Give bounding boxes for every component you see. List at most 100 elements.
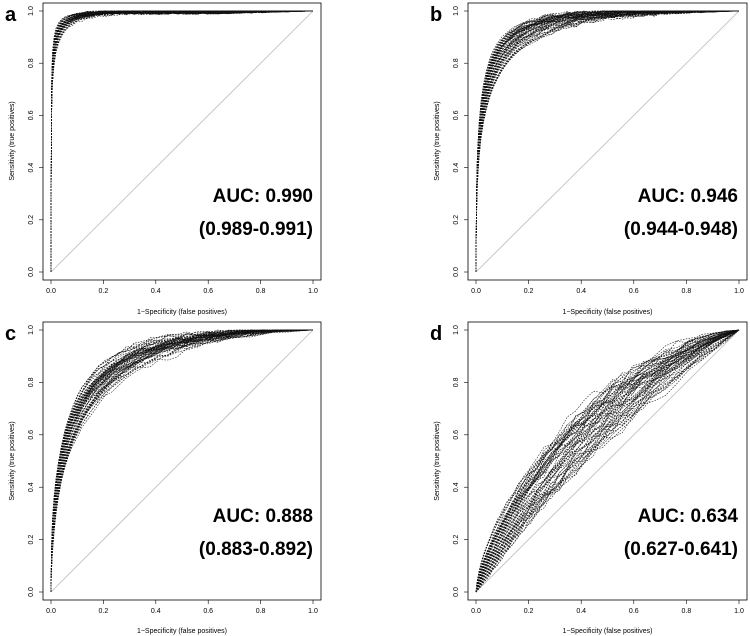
x-tick-label: 0.0 — [46, 288, 56, 295]
roc-curve — [50, 329, 314, 593]
roc-curve — [475, 329, 740, 593]
roc-curve — [50, 329, 314, 593]
auc-value-label: AUC: 0.990 — [213, 186, 313, 207]
roc-curves — [475, 10, 740, 273]
roc-curve — [475, 329, 740, 593]
x-axis-label: 1−Specificity (false positives) — [562, 309, 652, 316]
roc-curve — [50, 329, 314, 593]
y-axis-label: Sensitivity (true positives) — [434, 101, 441, 180]
roc-curve — [50, 329, 314, 593]
roc-curve — [475, 329, 740, 593]
roc-curve — [50, 10, 314, 273]
roc-panel-c: 0.0 0.2 0.4 0.6 0.8 1.0 0.0 0.2 0.4 0.6 0.8 1.0 1−Sp… — [5, 321, 322, 635]
x-tick-label: 0.0 — [471, 608, 481, 615]
y-tick-label: 0.0 — [453, 267, 460, 277]
roc-curve — [475, 10, 740, 273]
roc-curve — [50, 10, 313, 273]
roc-panel-b: 0.0 0.2 0.4 0.6 0.8 1.0 0.0 0.2 0.4 0.6 0.8 1.0 1−Sp… — [430, 2, 748, 316]
x-tick-label: 0.4 — [576, 608, 586, 615]
x-tick-label: 0.4 — [151, 288, 161, 295]
roc-curve — [475, 10, 740, 273]
x-tick-label: 0.6 — [629, 608, 639, 615]
y-axis-label: Sensitivity (true positives) — [434, 421, 441, 500]
x-tick-label: 0.6 — [203, 288, 213, 295]
roc-curves — [50, 329, 314, 593]
auc-value-label: AUC: 0.634 — [638, 506, 739, 527]
roc-panel-d: 0.0 0.2 0.4 0.6 0.8 1.0 0.0 0.2 0.4 0.6 0.8 1.0 1−Sp… — [430, 321, 748, 635]
y-tick-label: 0.8 — [28, 58, 35, 68]
y-tick-label: 0.0 — [28, 587, 35, 597]
x-tick-label: 0.2 — [524, 288, 534, 295]
roc-curve — [475, 10, 740, 273]
y-tick-label: 1.0 — [28, 6, 35, 16]
roc-curves — [50, 10, 314, 273]
roc-curves — [475, 329, 740, 593]
y-tick-label: 0.6 — [453, 430, 460, 440]
roc-curve — [475, 10, 740, 273]
roc-curve — [475, 329, 740, 593]
roc-curve — [475, 329, 740, 593]
plot-frame — [467, 321, 748, 601]
x-tick-label: 0.4 — [576, 288, 586, 295]
y-tick-label: 0.6 — [28, 110, 35, 120]
roc-curve — [50, 329, 314, 593]
x-tick-label: 1.0 — [308, 608, 318, 615]
y-tick-label: 0.2 — [453, 535, 460, 545]
roc-curve — [50, 329, 314, 593]
roc-curve — [50, 329, 314, 593]
auc-value-label: AUC: 0.946 — [638, 186, 738, 207]
y-tick-label: 0.4 — [453, 163, 460, 173]
y-tick-label: 0.2 — [28, 215, 35, 225]
roc-curve — [475, 329, 740, 593]
roc-curve — [475, 329, 740, 593]
x-axis-label: 1−Specificity (false positives) — [562, 628, 652, 635]
x-tick-label: 0.2 — [99, 608, 109, 615]
x-tick-label: 1.0 — [734, 288, 744, 295]
panel-label: c — [5, 323, 16, 345]
y-tick-label: 0.2 — [453, 215, 460, 225]
roc-curve — [475, 329, 740, 593]
auc-ci-label: (0.989-0.991) — [199, 219, 313, 240]
roc-curve — [50, 10, 313, 273]
roc-curve — [475, 329, 740, 593]
y-tick-label: 0.8 — [453, 377, 460, 387]
y-tick-label: 1.0 — [453, 325, 460, 335]
y-tick-label: 0.8 — [28, 377, 35, 387]
x-tick-label: 0.0 — [46, 608, 56, 615]
x-tick-label: 0.8 — [682, 288, 692, 295]
roc-curve — [475, 329, 740, 593]
roc-curve — [50, 10, 314, 273]
auc-ci-label: (0.944-0.948) — [624, 219, 738, 240]
x-tick-label: 0.2 — [99, 288, 109, 295]
plot-frame — [42, 2, 322, 281]
roc-curve — [475, 329, 740, 593]
roc-curve — [475, 329, 740, 593]
y-tick-label: 0.4 — [28, 482, 35, 492]
y-tick-label: 0.0 — [453, 587, 460, 597]
plot-frame — [467, 2, 748, 281]
roc-curve — [475, 10, 739, 273]
roc-curve — [475, 10, 739, 273]
x-tick-label: 0.6 — [203, 608, 213, 615]
roc-curve — [50, 10, 314, 273]
roc-curve — [475, 329, 740, 593]
roc-curve — [50, 10, 313, 273]
x-axis-label: 1−Specificity (false positives) — [137, 628, 227, 635]
x-tick-label: 1.0 — [308, 288, 318, 295]
x-tick-label: 0.8 — [256, 288, 266, 295]
y-tick-label: 0.4 — [28, 163, 35, 173]
x-tick-label: 0.8 — [682, 608, 692, 615]
x-tick-label: 0.8 — [256, 608, 266, 615]
roc-curve — [50, 329, 314, 593]
x-tick-label: 0.0 — [471, 288, 481, 295]
roc-curve — [475, 329, 740, 593]
roc-curve — [50, 329, 314, 593]
y-tick-label: 0.2 — [28, 535, 35, 545]
roc-curve — [475, 10, 740, 273]
roc-curve — [475, 10, 740, 273]
y-tick-label: 0.6 — [453, 110, 460, 120]
roc-curve — [50, 329, 313, 593]
auc-value-label: AUC: 0.888 — [213, 506, 313, 527]
diagonal-reference-line — [50, 329, 314, 593]
